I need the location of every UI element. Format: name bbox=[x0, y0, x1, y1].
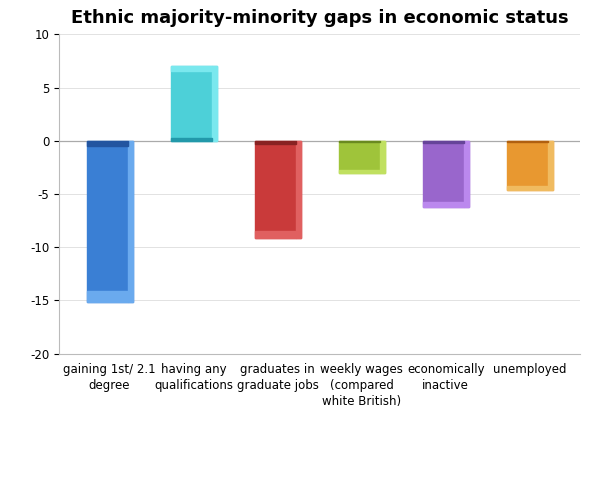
Bar bbox=[255, 231, 296, 238]
Bar bbox=[507, 141, 548, 142]
Bar bbox=[212, 66, 217, 141]
Bar bbox=[339, 170, 380, 173]
Bar bbox=[339, 141, 380, 142]
Bar bbox=[170, 66, 217, 141]
Bar bbox=[255, 141, 296, 144]
Bar bbox=[86, 291, 128, 302]
Bar bbox=[170, 138, 212, 141]
Title: Ethnic majority-minority gaps in economic status: Ethnic majority-minority gaps in economi… bbox=[71, 9, 568, 27]
Bar bbox=[255, 141, 301, 238]
Bar bbox=[86, 141, 128, 146]
Bar bbox=[170, 66, 212, 72]
Bar bbox=[464, 141, 469, 207]
Bar bbox=[296, 141, 301, 238]
Bar bbox=[380, 141, 385, 173]
Bar bbox=[507, 186, 548, 190]
Bar bbox=[86, 141, 133, 302]
Bar bbox=[423, 202, 464, 207]
Bar bbox=[423, 141, 464, 143]
Bar bbox=[423, 141, 469, 207]
Bar bbox=[548, 141, 553, 190]
Bar bbox=[128, 141, 133, 302]
Bar bbox=[507, 141, 553, 190]
Bar bbox=[339, 141, 385, 173]
